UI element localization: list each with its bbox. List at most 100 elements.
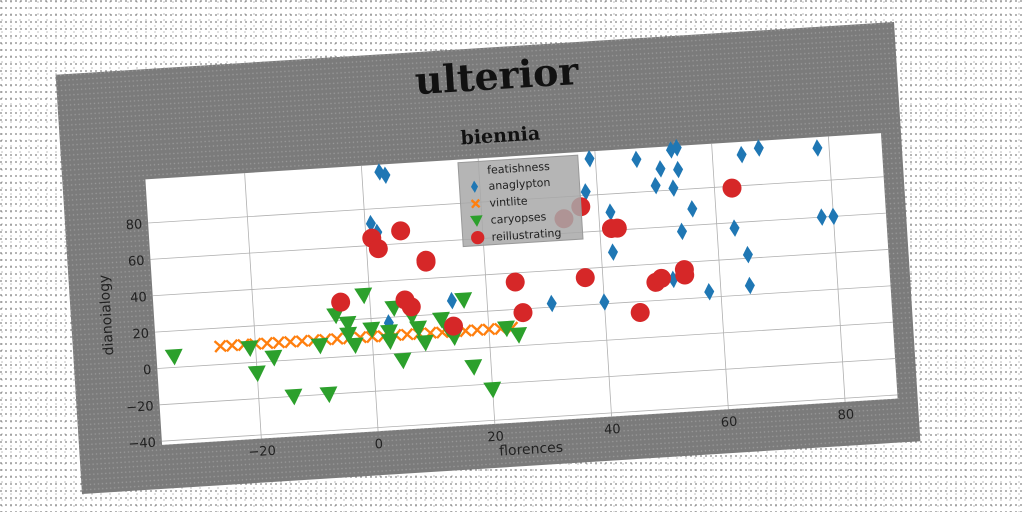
x-grid-line: [711, 143, 729, 410]
legend-label: anaglypton: [488, 176, 551, 193]
data-point: [676, 222, 688, 241]
data-point: [345, 337, 364, 355]
series-anaglypton: [365, 139, 839, 332]
x-tick-label: 80: [837, 407, 854, 423]
data-point: [470, 323, 484, 337]
y-tick-label: −40: [128, 436, 156, 453]
data-point: [729, 219, 740, 237]
data-point: [546, 294, 557, 313]
y-tick-label: 20: [132, 326, 149, 342]
data-point: [380, 166, 391, 184]
legend-label: caryopses: [490, 210, 547, 226]
y-grid-line: [157, 321, 893, 369]
data-point: [483, 381, 502, 399]
data-point: [607, 218, 627, 238]
data-point: [673, 160, 684, 179]
data-point: [513, 303, 533, 323]
data-point: [482, 322, 496, 336]
data-point: [416, 252, 436, 272]
y-tick-label: 60: [128, 254, 145, 270]
chart-suptitle: ulterior: [414, 48, 581, 103]
x-grid-line: [360, 165, 379, 432]
figure: ulterior biennia −20 0 20 40 60 80 −40 −20 0 20 40…: [55, 22, 921, 494]
y-axis-label: dianoialogy: [96, 274, 117, 356]
data-point: [736, 145, 747, 164]
chart-title: biennia: [460, 123, 541, 150]
data-point: [816, 208, 827, 226]
data-point: [631, 150, 642, 169]
data-point: [393, 352, 412, 370]
x-axis-label: florences: [499, 440, 564, 460]
data-point: [225, 338, 239, 353]
y-tick-label: 80: [125, 217, 142, 233]
data-point: [272, 335, 286, 350]
data-point: [671, 139, 682, 157]
data-point: [828, 207, 839, 226]
data-point: [668, 270, 679, 289]
data-point: [444, 316, 464, 336]
data-point: [283, 335, 298, 349]
x-tick-label: 0: [374, 437, 383, 452]
legend-marker-anaglypton: [470, 180, 479, 193]
y-tick-label: 40: [130, 290, 147, 306]
data-point: [331, 292, 351, 312]
data-point: [630, 303, 650, 323]
data-point: [675, 265, 695, 285]
data-point: [368, 239, 388, 259]
data-point: [599, 293, 610, 311]
legend-label: vintlite: [489, 194, 528, 209]
data-point: [409, 320, 428, 338]
data-point: [354, 287, 373, 305]
x-tick-label: 40: [604, 422, 621, 438]
legend-marker-vintlite: [470, 198, 481, 209]
data-point: [580, 183, 591, 201]
x-tick-label: −20: [248, 444, 276, 461]
data-point: [812, 139, 823, 157]
data-point: [326, 307, 345, 325]
data-point: [668, 179, 679, 197]
data-point: [607, 243, 618, 261]
data-point: [330, 332, 344, 346]
y-grid-line: [152, 249, 889, 297]
data-point: [742, 245, 753, 264]
data-point: [744, 276, 755, 295]
legend: featishness anaglyptonvintlitecaryopsesr…: [457, 154, 584, 248]
data-point: [575, 268, 595, 288]
data-point: [505, 272, 525, 292]
data-point: [247, 365, 266, 383]
data-point: [584, 149, 595, 168]
data-point: [446, 291, 457, 310]
data-point: [454, 292, 473, 309]
x-tick-label: 20: [487, 429, 504, 445]
data-point: [655, 160, 666, 178]
data-point: [650, 176, 661, 195]
y-tick-label: 0: [143, 363, 152, 378]
data-point: [400, 327, 414, 342]
data-point: [391, 221, 411, 241]
data-point: [379, 324, 398, 341]
legend-box: [457, 154, 584, 248]
data-point: [651, 268, 671, 288]
legend-marker-caryopses: [470, 215, 483, 227]
data-series: [164, 139, 839, 406]
data-point: [310, 337, 329, 355]
data-point: [605, 203, 616, 221]
data-point: [464, 359, 483, 376]
y-grid-line: [161, 394, 898, 442]
data-point: [431, 311, 450, 329]
data-point: [380, 333, 399, 351]
data-point: [704, 283, 715, 301]
x-grid-line: [244, 173, 262, 439]
data-point: [401, 297, 421, 317]
data-point: [362, 321, 381, 339]
data-point: [687, 200, 698, 218]
legend-label: reillustrating: [491, 226, 562, 243]
data-point: [295, 334, 309, 348]
data-point: [319, 386, 338, 404]
scatter-chart: ulterior biennia −20 0 20 40 60 80 −40 −20 0 20 40…: [96, 48, 898, 461]
data-point: [240, 340, 259, 358]
legend-title: featishness: [487, 160, 551, 177]
x-grid-line: [827, 136, 846, 402]
data-point: [753, 139, 764, 157]
data-point: [260, 336, 274, 350]
